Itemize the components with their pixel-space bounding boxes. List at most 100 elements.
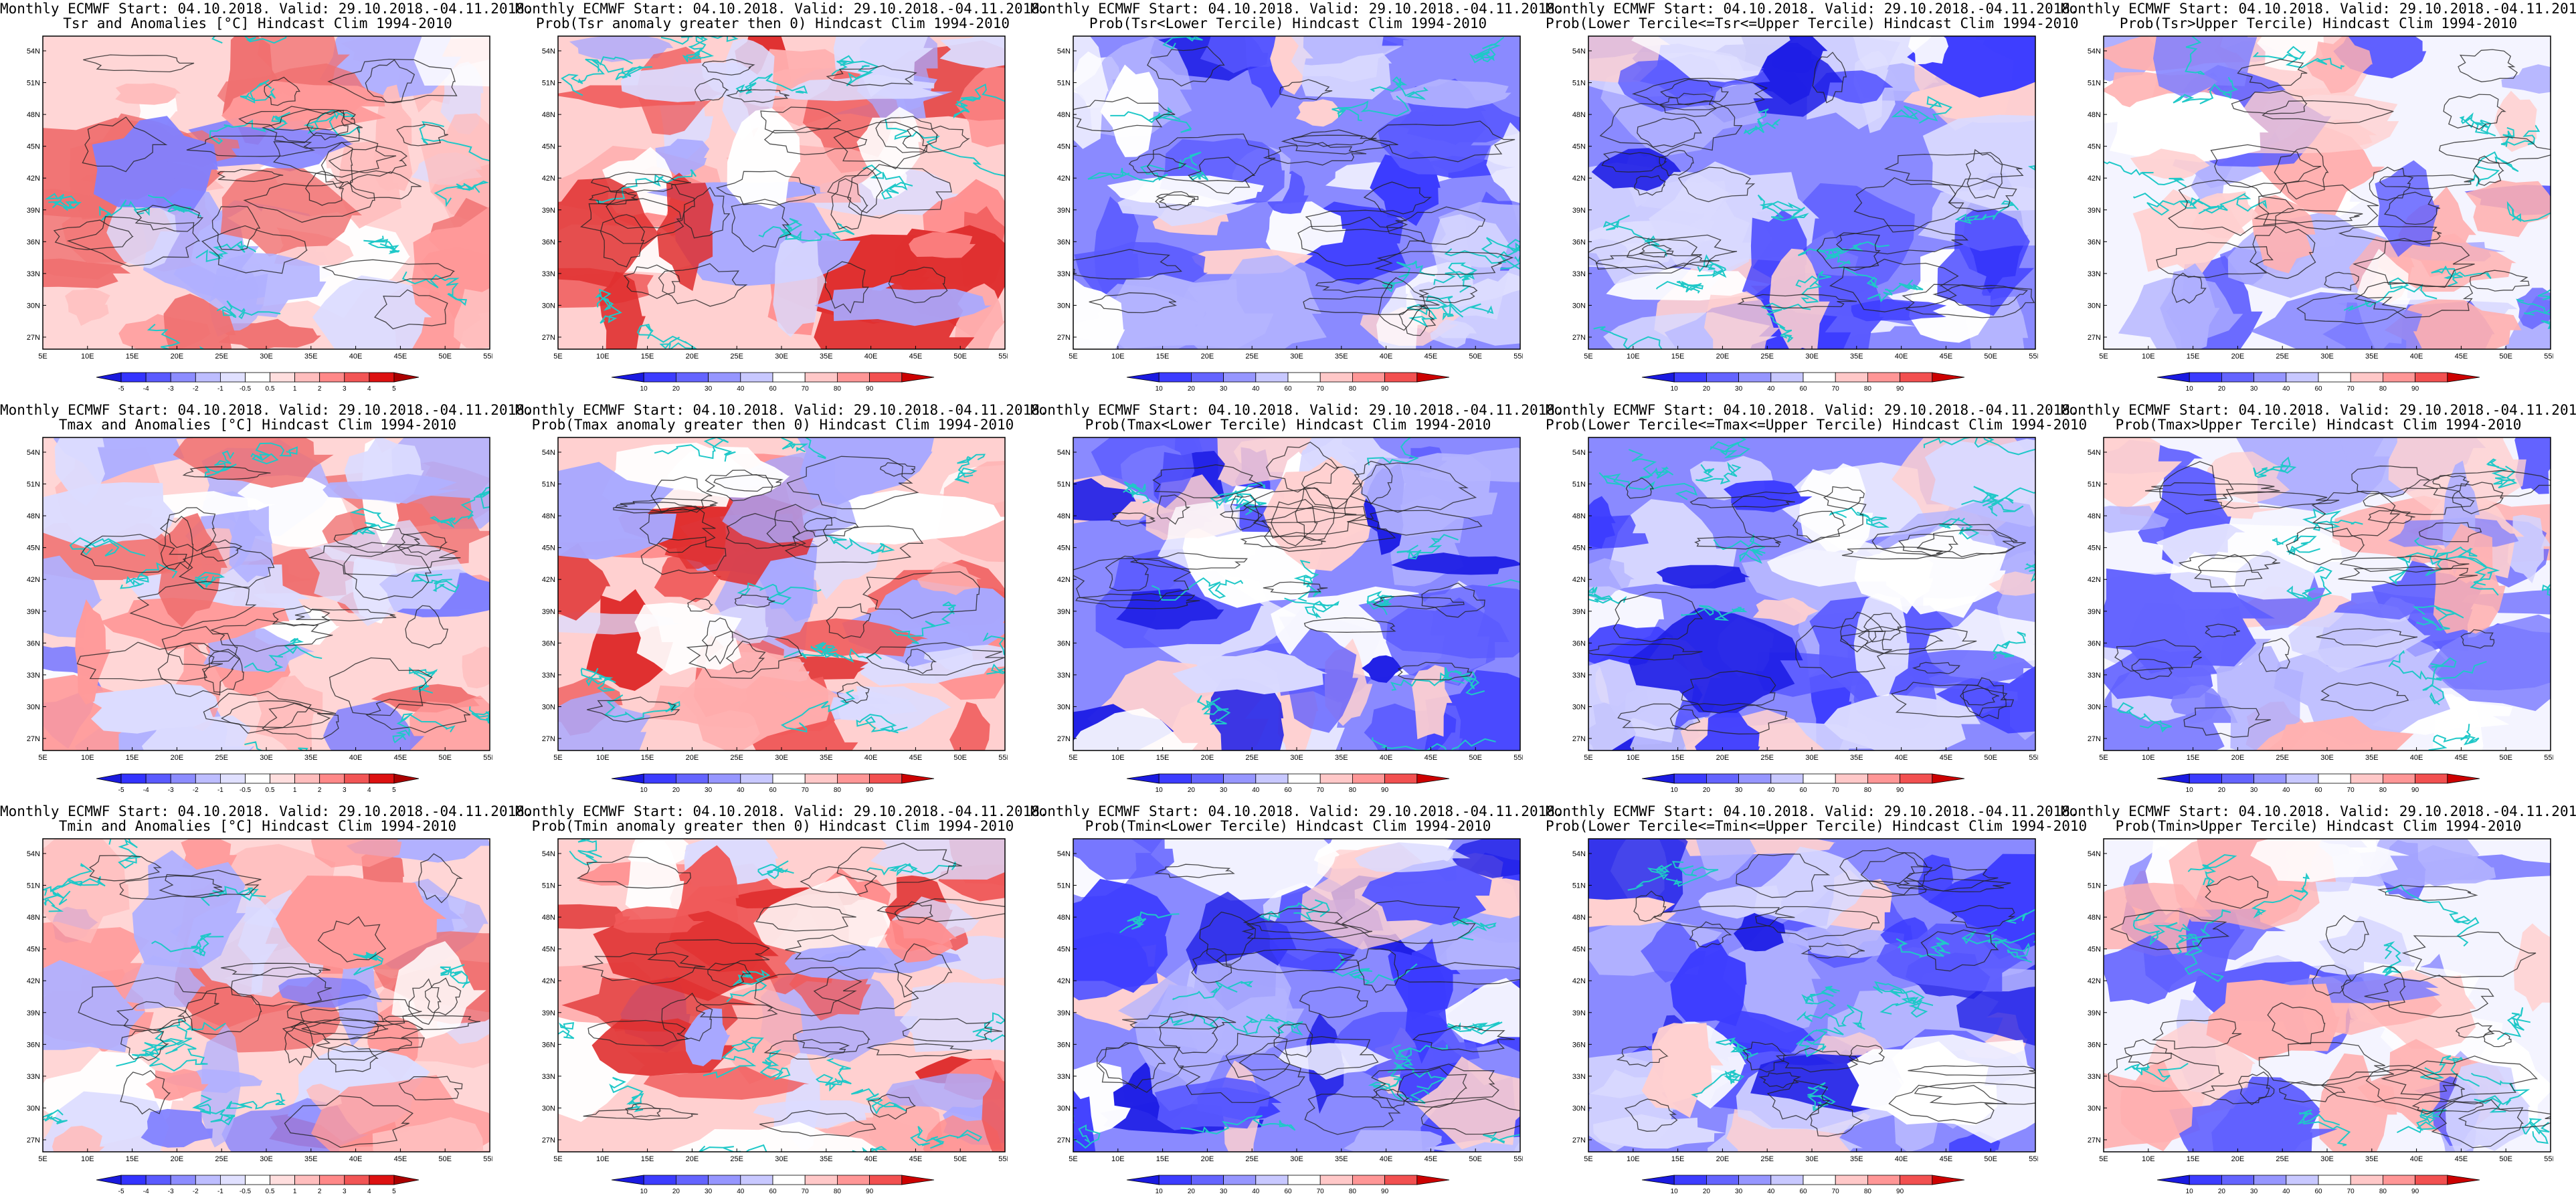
- lat-label: 48N: [27, 914, 40, 922]
- lon-label: 40E: [1380, 1155, 1393, 1163]
- lon-label: 10E: [1111, 353, 1125, 361]
- lat-label: 51N: [542, 481, 555, 489]
- lon-label: 10E: [1111, 1155, 1125, 1163]
- colorbar-label: 70: [802, 385, 810, 393]
- lat-label: 54N: [1057, 449, 1071, 457]
- lat-label: 36N: [2088, 238, 2101, 246]
- map-plot: 54N 51N 48N 45N 42N 39N 36N 33N 30N 27N 5E 10E 15E 20…: [542, 437, 1008, 762]
- colorbar-label: 20: [1188, 787, 1196, 794]
- lon-label: 55E: [998, 754, 1008, 762]
- lon-label: 45E: [394, 353, 407, 361]
- colorbar-swatch: [740, 1175, 773, 1185]
- lat-label: 54N: [1057, 47, 1071, 56]
- lat-label: 27N: [2088, 334, 2101, 342]
- lon-label: 55E: [2029, 754, 2038, 762]
- map-panel: Monthly ECMWF Start: 04.10.2018. Valid: …: [2061, 401, 2576, 803]
- lon-label: 15E: [126, 1155, 139, 1163]
- lat-label: 51N: [542, 882, 555, 890]
- colorbar-label: 30: [1735, 787, 1743, 794]
- colorbar-label: 90: [1896, 385, 1904, 393]
- colorbar-swatch: [2253, 372, 2287, 383]
- colorbar-label: 80: [2379, 1188, 2387, 1195]
- colorbar-swatch: [294, 773, 320, 784]
- lon-label: 25E: [1760, 1155, 1774, 1163]
- lat-label: 27N: [2088, 735, 2101, 743]
- colorbar-swatch: [2189, 1175, 2222, 1185]
- legend-area: 10 20 30 40 60 70 80 90: [602, 371, 943, 398]
- lon-label: 35E: [1335, 353, 1348, 361]
- lon-label: 45E: [1424, 1155, 1438, 1163]
- colorbar-swatch: [2382, 1175, 2415, 1185]
- lat-label: 30N: [542, 1104, 555, 1112]
- colorbar-label: 90: [1896, 1188, 1904, 1195]
- lat-label: 51N: [542, 80, 555, 88]
- lat-label: 54N: [2088, 449, 2101, 457]
- map-area: 54N 51N 48N 45N 42N 39N 36N 33N 30N 27N 5E 10E 15E 20…: [2084, 435, 2553, 763]
- lat-label: 42N: [1057, 175, 1071, 183]
- colorbar-swatch: [1384, 1175, 1418, 1185]
- colorbar-swatch: [2318, 372, 2351, 383]
- colorbar-swatch: [195, 1175, 221, 1185]
- panel-title-line1: Monthly ECMWF Start: 04.10.2018. Valid: …: [515, 803, 1048, 819]
- lon-label: 55E: [483, 754, 492, 762]
- lon-label: 45E: [1424, 754, 1438, 762]
- colorbar-label: 60: [2314, 787, 2322, 794]
- colorbar-swatch: [804, 773, 838, 784]
- colorbar-swatch: [643, 773, 676, 784]
- lon-label: 30E: [260, 353, 273, 361]
- colorbar-label: 40: [1767, 385, 1775, 393]
- lat-label: 33N: [27, 672, 40, 680]
- colorbar-swatch: [369, 773, 395, 784]
- colorbar-legend: 10 20 30 40 60 70 80 90: [2156, 773, 2480, 794]
- lon-label: 25E: [730, 1155, 743, 1163]
- lat-label: 39N: [542, 1009, 555, 1017]
- colorbar-swatch: [2318, 1175, 2351, 1185]
- lat-label: 45N: [1057, 544, 1071, 553]
- colorbar-label: 1: [293, 787, 297, 794]
- lat-label: 39N: [2088, 608, 2101, 616]
- colorbar-label: 20: [1188, 1188, 1196, 1195]
- colorbar-swatch: [1673, 372, 1707, 383]
- lon-label: 20E: [686, 754, 699, 762]
- colorbar-label: 4: [367, 1188, 371, 1195]
- lat-label: 33N: [1057, 270, 1071, 278]
- lat-label: 33N: [542, 1073, 555, 1081]
- lat-label: 36N: [1057, 639, 1071, 647]
- lat-label: 45N: [1057, 143, 1071, 151]
- map-plot: 54N 51N 48N 45N 42N 39N 36N 33N 30N 27N 5E 10E 15E 20…: [27, 35, 492, 361]
- lon-label: 35E: [1850, 353, 1863, 361]
- colorbar-swatch: [1352, 1175, 1385, 1185]
- lon-label: 20E: [1716, 353, 1730, 361]
- lon-label: 55E: [483, 353, 492, 361]
- lat-label: 51N: [27, 481, 40, 489]
- colorbar-swatch: [708, 773, 741, 784]
- lon-label: 25E: [215, 353, 228, 361]
- lat-label: 45N: [542, 143, 555, 151]
- lon-label: 25E: [1760, 353, 1774, 361]
- colorbar-label: -4: [143, 1188, 149, 1195]
- lon-label: 40E: [864, 353, 878, 361]
- lat-label: 33N: [1572, 1073, 1586, 1081]
- colorbar-label: 80: [2379, 385, 2387, 393]
- colorbar-label: -3: [168, 1188, 174, 1195]
- colorbar-legend: 10 20 30 40 60 70 80 90: [2156, 1175, 2480, 1195]
- colorbar-label: 90: [866, 385, 874, 393]
- panel-title-line1: Monthly ECMWF Start: 04.10.2018. Valid: …: [2061, 803, 2576, 819]
- lon-label: 55E: [483, 1155, 492, 1163]
- lon-label: 20E: [686, 1155, 699, 1163]
- lat-label: 36N: [27, 238, 40, 246]
- colorbar-legend: 10 20 30 40 60 70 80 90: [611, 1175, 935, 1195]
- lat-label: 45N: [1572, 143, 1586, 151]
- lat-label: 39N: [542, 608, 555, 616]
- lon-label: 50E: [1984, 1155, 1997, 1163]
- colorbar-swatch: [145, 773, 171, 784]
- lat-label: 54N: [2088, 47, 2101, 56]
- lon-label: 30E: [2320, 1155, 2334, 1163]
- colorbar-swatch: [1738, 372, 1772, 383]
- lat-label: 30N: [27, 1104, 40, 1112]
- lat-label: 30N: [2088, 703, 2101, 711]
- lon-label: 35E: [820, 353, 833, 361]
- lat-label: 51N: [27, 882, 40, 890]
- lat-label: 45N: [27, 946, 40, 954]
- lat-label: 42N: [27, 977, 40, 985]
